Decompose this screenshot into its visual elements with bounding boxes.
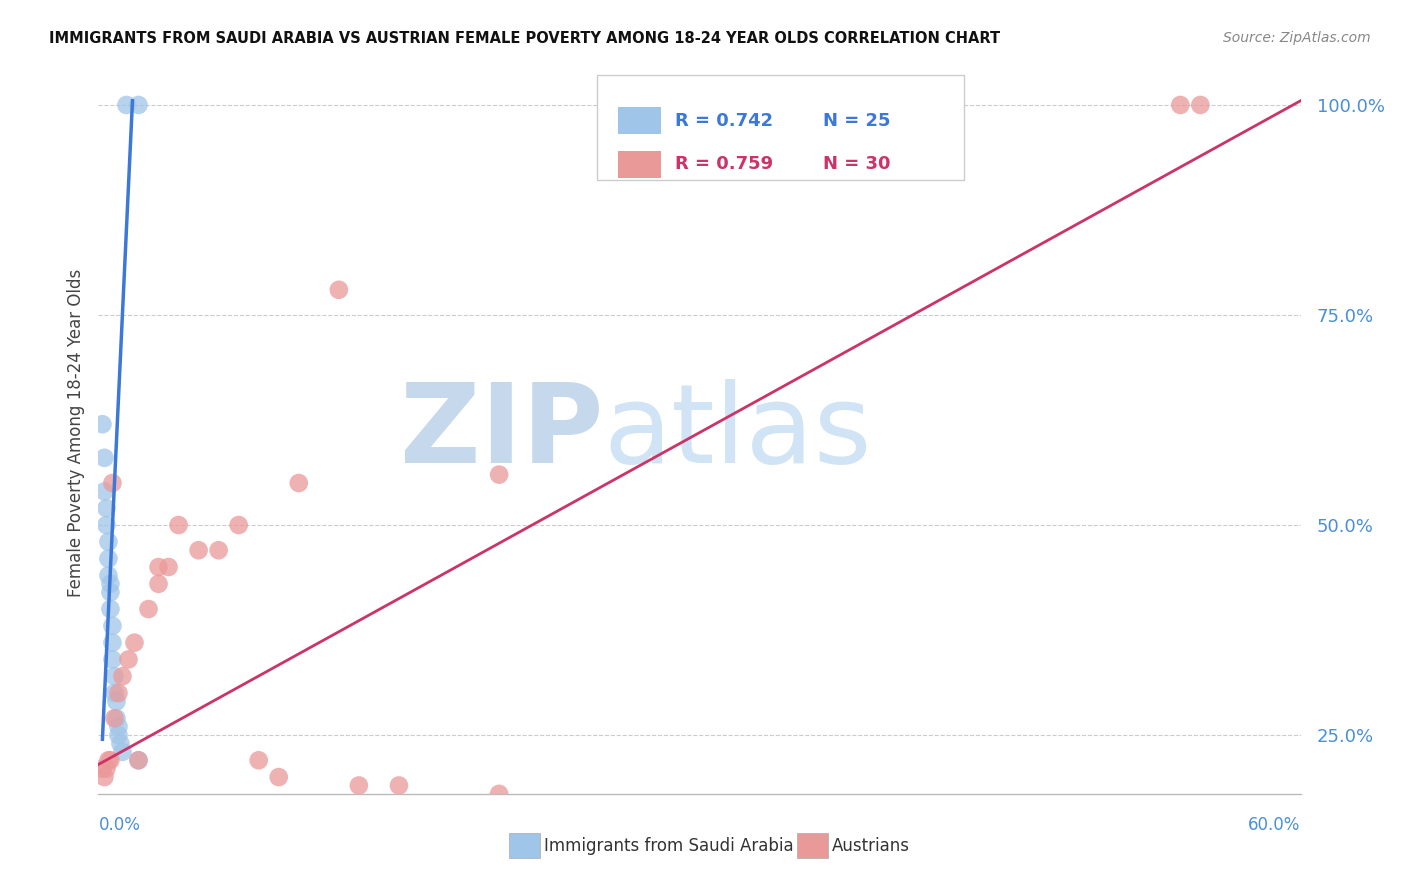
Point (93, 450, 115, 465)
Point (187, 543, 209, 558)
Point (91, 417, 114, 432)
Point (100, 602, 122, 616)
Point (91, 762, 114, 776)
Point (101, 619, 124, 633)
Text: atlas: atlas (603, 379, 872, 486)
Point (101, 476, 124, 491)
Point (128, 753, 150, 767)
Text: Source: ZipAtlas.com: Source: ZipAtlas.com (1223, 31, 1371, 45)
Point (107, 686, 129, 700)
Text: N = 30: N = 30 (824, 155, 891, 173)
Point (101, 635, 124, 649)
Point (97, 568, 120, 582)
Text: N = 25: N = 25 (824, 112, 891, 129)
Point (148, 560, 170, 574)
Point (148, 577, 170, 591)
Point (107, 728, 129, 742)
Text: ZIP: ZIP (399, 379, 603, 486)
Point (96, 518, 118, 533)
Point (167, 518, 190, 533)
Point (97, 753, 120, 767)
Text: Austrians: Austrians (832, 837, 910, 855)
Point (115, 98, 138, 112)
Point (247, 753, 270, 767)
Point (1189, 98, 1212, 112)
Point (111, 669, 134, 683)
Point (157, 560, 180, 574)
Point (103, 686, 125, 700)
Point (103, 711, 125, 725)
Text: R = 0.742: R = 0.742 (675, 112, 773, 129)
Point (124, 635, 146, 649)
Bar (617, 151, 661, 178)
Point (105, 694, 128, 708)
Point (93, 484, 115, 499)
Point (111, 745, 134, 759)
Text: 60.0%: 60.0% (1249, 816, 1301, 834)
Point (488, 467, 510, 482)
Point (488, 787, 510, 801)
Point (208, 543, 231, 558)
Text: R = 0.759: R = 0.759 (675, 155, 773, 173)
Point (107, 720, 129, 734)
Point (97, 534, 120, 549)
Point (1170, 98, 1192, 112)
Text: Immigrants from Saudi Arabia: Immigrants from Saudi Arabia (544, 837, 794, 855)
Point (347, 779, 370, 793)
Bar (617, 107, 661, 135)
Point (228, 518, 250, 533)
Point (100, 753, 122, 767)
Point (100, 585, 122, 599)
Text: 0.0%: 0.0% (98, 816, 141, 834)
Point (128, 98, 150, 112)
Point (267, 770, 290, 784)
Point (110, 736, 132, 750)
Point (96, 762, 118, 776)
Point (138, 602, 160, 616)
Point (128, 753, 150, 767)
Point (105, 711, 128, 725)
Point (103, 669, 125, 683)
Point (328, 283, 350, 297)
Point (288, 476, 311, 491)
Point (96, 501, 118, 516)
Point (93, 770, 115, 784)
FancyBboxPatch shape (598, 75, 965, 180)
Point (97, 551, 120, 566)
Point (100, 577, 122, 591)
Point (117, 652, 139, 666)
Point (101, 652, 124, 666)
Point (388, 779, 411, 793)
Y-axis label: Female Poverty Among 18-24 Year Olds: Female Poverty Among 18-24 Year Olds (66, 268, 84, 597)
Text: IMMIGRANTS FROM SAUDI ARABIA VS AUSTRIAN FEMALE POVERTY AMONG 18-24 YEAR OLDS CO: IMMIGRANTS FROM SAUDI ARABIA VS AUSTRIAN… (49, 31, 1000, 46)
